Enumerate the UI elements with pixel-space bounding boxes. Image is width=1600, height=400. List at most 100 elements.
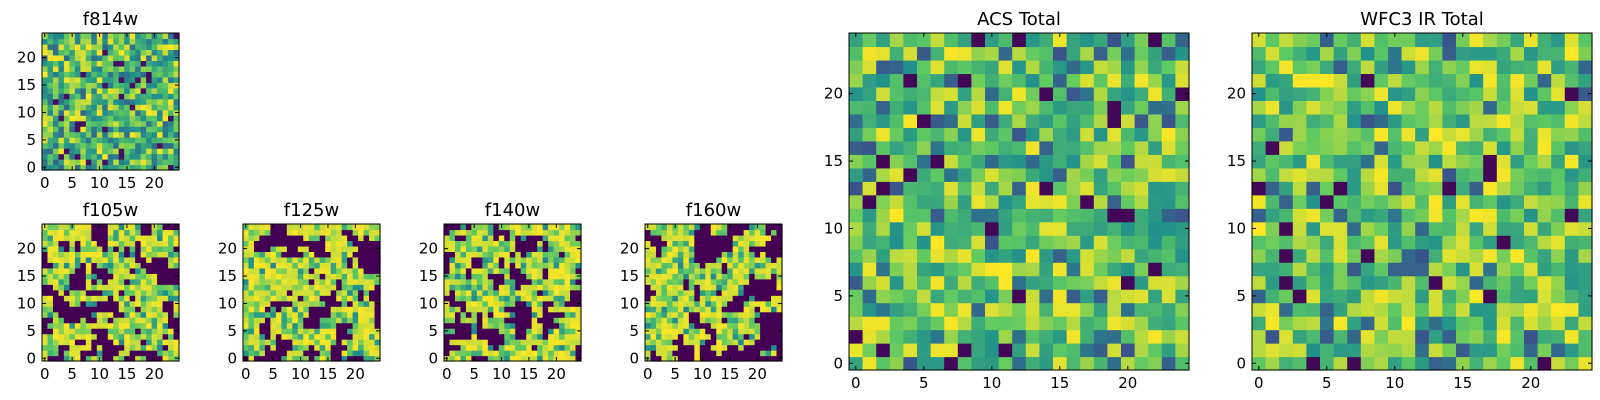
- heatmap-cell: [146, 76, 153, 83]
- heatmap-cell: [1161, 289, 1176, 304]
- heatmap-cell: [42, 49, 49, 56]
- heatmap-cell: [124, 120, 131, 127]
- heatmap-cell: [570, 300, 577, 307]
- heatmap-cell: [47, 54, 54, 61]
- heatmap-cell: [465, 339, 472, 346]
- heatmap-cell: [666, 251, 673, 258]
- heatmap-cell: [259, 251, 266, 258]
- heatmap-cell: [661, 295, 668, 302]
- heatmap-cell: [460, 224, 467, 231]
- heatmap-cell: [168, 350, 175, 357]
- heatmap-cell: [1039, 275, 1054, 290]
- heatmap-cell: [118, 317, 125, 324]
- heatmap-cell: [1374, 59, 1389, 75]
- heatmap-cell: [47, 120, 54, 127]
- heatmap-cell: [74, 317, 81, 324]
- heatmap-cell: [135, 148, 142, 155]
- heatmap-cell: [705, 245, 712, 252]
- heatmap-cell: [162, 262, 169, 269]
- heatmap-cell: [531, 350, 538, 357]
- heatmap-cell: [358, 284, 365, 291]
- heatmap-cell: [124, 98, 131, 105]
- heatmap-cell: [281, 284, 288, 291]
- heatmap-cell: [69, 240, 76, 247]
- heatmap-cell: [168, 71, 175, 78]
- heatmap-cell: [444, 251, 451, 258]
- heatmap-cell: [1374, 140, 1389, 155]
- heatmap-cell: [876, 208, 891, 223]
- y-tick-label: 0: [428, 349, 438, 367]
- heatmap-cell: [957, 302, 972, 317]
- heatmap-cell: [1080, 113, 1095, 128]
- heatmap-cell: [743, 256, 750, 263]
- heatmap-cell: [253, 317, 261, 324]
- heatmap-cell: [85, 65, 92, 72]
- heatmap-cell: [162, 224, 169, 231]
- heatmap-cell: [42, 350, 49, 357]
- heatmap-cell: [930, 181, 945, 196]
- heatmap-cell: [74, 109, 81, 116]
- heatmap-cell: [363, 328, 370, 335]
- heatmap-cell: [168, 278, 175, 285]
- heatmap-cell: [374, 251, 381, 258]
- heatmap-cell: [1320, 329, 1335, 344]
- heatmap-cell: [564, 350, 571, 357]
- heatmap-cell: [85, 137, 92, 144]
- heatmap-cell: [460, 284, 467, 291]
- heatmap-cell: [542, 311, 549, 318]
- heatmap-cell: [107, 104, 114, 111]
- heatmap-cell: [1469, 329, 1484, 344]
- heatmap-cell: [520, 306, 527, 313]
- heatmap-cell: [771, 251, 778, 258]
- heatmap-cell: [341, 289, 348, 296]
- heatmap-cell: [1175, 127, 1190, 142]
- heatmap-cell: [526, 284, 533, 291]
- heatmap-cell: [1025, 127, 1040, 142]
- heatmap-cell: [1347, 248, 1362, 263]
- heatmap-cell: [253, 289, 261, 296]
- heatmap-cell: [91, 54, 98, 61]
- heatmap-cell: [102, 109, 109, 116]
- heatmap-cell: [80, 104, 87, 111]
- heatmap-cell: [135, 344, 142, 351]
- heatmap-cell: [754, 251, 761, 258]
- heatmap-cell: [553, 317, 560, 324]
- heatmap-cell: [281, 256, 288, 263]
- heatmap-cell: [107, 93, 114, 100]
- heatmap-cell: [444, 284, 451, 291]
- heatmap-cell: [1306, 316, 1321, 331]
- heatmap-cell: [1012, 73, 1027, 88]
- heatmap-cell: [135, 33, 142, 40]
- heatmap-cell: [1564, 59, 1579, 75]
- heatmap-cell: [151, 109, 158, 116]
- heatmap-cell: [1401, 289, 1416, 304]
- heatmap-cell: [957, 235, 972, 250]
- heatmap-cell: [699, 295, 706, 302]
- heatmap-cell: [118, 339, 125, 346]
- heatmap-cell: [683, 344, 690, 351]
- heatmap-cell: [297, 240, 304, 247]
- heatmap-cell: [113, 54, 120, 61]
- heatmap-cell: [135, 104, 142, 111]
- heatmap-cell: [504, 273, 511, 280]
- heatmap-cell: [1012, 140, 1027, 155]
- heatmap-cell: [264, 245, 271, 252]
- heatmap-cell: [369, 256, 376, 263]
- heatmap-cell: [732, 234, 739, 242]
- heatmap-cell: [1134, 302, 1149, 317]
- heatmap-cell: [482, 339, 489, 346]
- heatmap-cell: [1053, 316, 1068, 331]
- heatmap-cell: [162, 87, 169, 94]
- x-tick-label: 5: [67, 174, 77, 192]
- heatmap-cell: [542, 300, 549, 307]
- heatmap-cell: [113, 355, 120, 362]
- heatmap-cell: [998, 73, 1013, 88]
- heatmap-cell: [754, 284, 761, 291]
- heatmap-cell: [1428, 235, 1443, 250]
- heatmap-cell: [69, 49, 76, 56]
- heatmap-cell: [1066, 194, 1081, 209]
- heatmap-cell: [118, 38, 125, 45]
- heatmap-cell: [102, 317, 109, 324]
- heatmap-cell: [80, 300, 87, 307]
